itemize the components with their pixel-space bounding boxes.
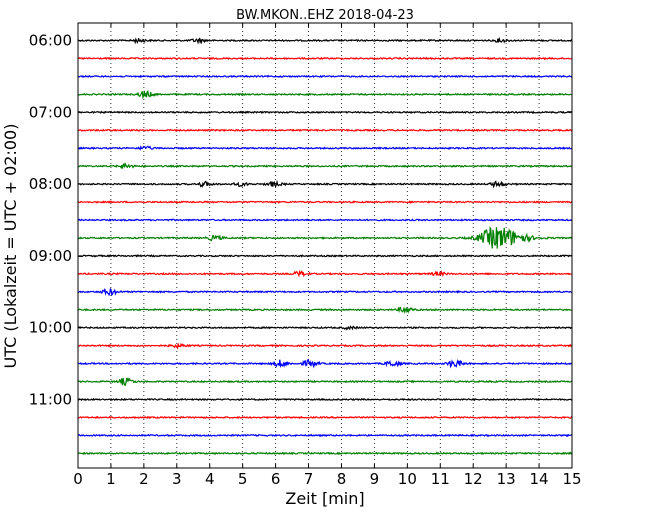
x-tick-label: 13 bbox=[497, 470, 516, 488]
x-tick-label: 10 bbox=[398, 470, 417, 488]
x-tick-label: 9 bbox=[370, 470, 380, 488]
y-tick-label: 10:00 bbox=[29, 319, 72, 337]
trace-line bbox=[77, 179, 573, 189]
trace-line bbox=[77, 36, 573, 45]
x-tick-label: 3 bbox=[172, 470, 182, 488]
y-tick-label: 11:00 bbox=[29, 391, 72, 409]
trace-line bbox=[77, 74, 573, 79]
x-tick-label: 4 bbox=[205, 470, 215, 488]
trace-line bbox=[77, 200, 573, 204]
x-tick-label: 14 bbox=[530, 470, 549, 488]
trace-line bbox=[77, 342, 573, 350]
chart-title: BW.MKON..EHZ 2018-04-23 bbox=[236, 8, 414, 23]
trace-line bbox=[77, 376, 573, 386]
y-tick-label: 07:00 bbox=[29, 103, 72, 121]
trace-line bbox=[77, 451, 573, 456]
trace-line bbox=[77, 145, 573, 151]
x-tick-label: 8 bbox=[337, 470, 347, 488]
trace-line bbox=[77, 325, 573, 331]
x-tick-label: 15 bbox=[562, 470, 581, 488]
axis-ticks: 0 1 2 3 4 5 6 7 8 9 10 11 12 13 14 1506:0007:0008:0009:… bbox=[29, 23, 582, 488]
x-tick-label: 5 bbox=[238, 470, 248, 488]
trace-line bbox=[77, 397, 573, 402]
trace-line bbox=[77, 90, 573, 100]
trace-line bbox=[77, 433, 573, 438]
y-tick-label: 09:00 bbox=[29, 247, 72, 265]
trace-line bbox=[78, 306, 573, 315]
trace-line bbox=[77, 415, 573, 420]
x-tick-label: 12 bbox=[464, 470, 483, 488]
y-axis-label: UTC (Lokalzeit = UTC + 02:00) bbox=[1, 124, 20, 369]
x-tick-label: 2 bbox=[139, 470, 149, 488]
plot-frame bbox=[77, 22, 573, 469]
x-tick-label: 1 bbox=[106, 470, 116, 488]
x-tick-label: 7 bbox=[304, 470, 314, 488]
trace-line bbox=[77, 110, 573, 115]
y-tick-label: 08:00 bbox=[29, 175, 72, 193]
x-tick-label: 0 bbox=[73, 470, 83, 488]
trace-line bbox=[77, 288, 573, 297]
trace-line bbox=[77, 218, 573, 222]
trace-line bbox=[77, 56, 573, 61]
trace-line bbox=[77, 225, 573, 249]
x-tick-label: 6 bbox=[271, 470, 281, 488]
trace-line bbox=[77, 358, 573, 369]
trace-line bbox=[77, 128, 573, 133]
trace-lines bbox=[77, 36, 573, 456]
trace-line bbox=[77, 269, 573, 278]
x-axis-label: Zeit [min] bbox=[285, 489, 364, 508]
x-tick-label: 11 bbox=[431, 470, 450, 488]
trace-line bbox=[77, 162, 573, 169]
trace-line bbox=[77, 254, 573, 258]
grid-lines bbox=[110, 23, 540, 468]
y-tick-label: 06:00 bbox=[29, 32, 72, 50]
